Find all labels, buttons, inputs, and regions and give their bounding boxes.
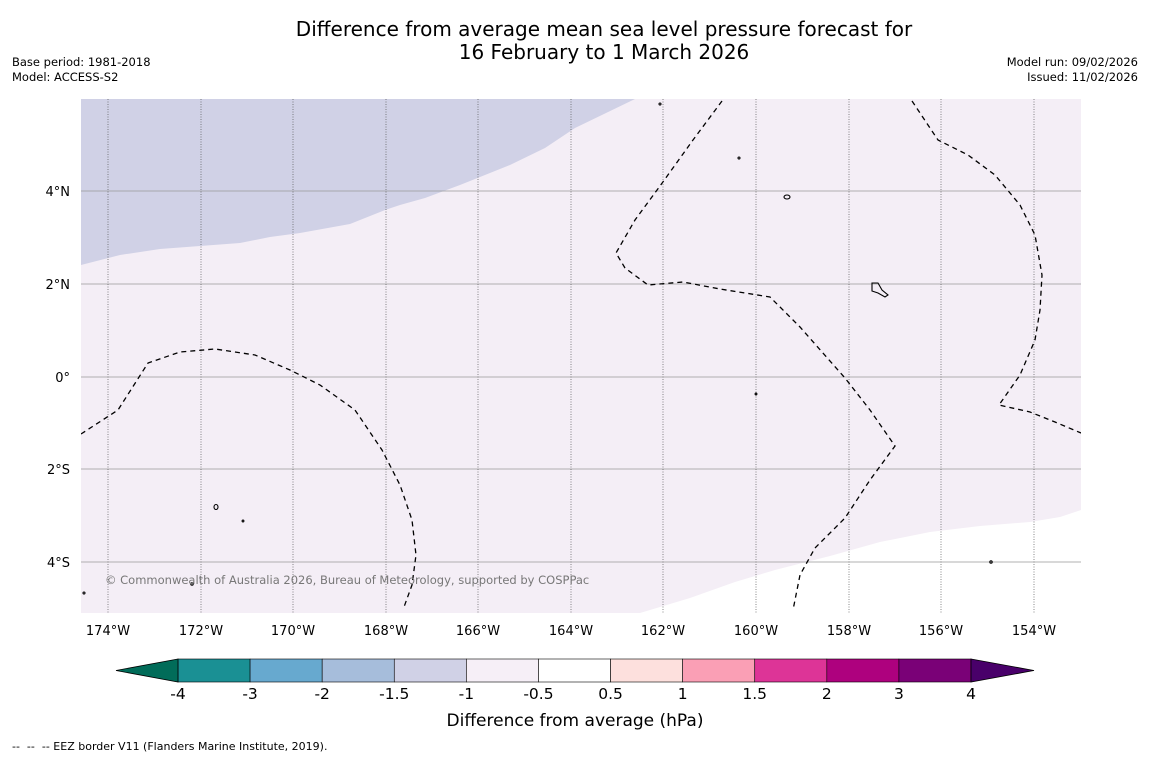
colorbar-box — [610, 658, 683, 683]
chart-title-line1: Difference from average mean sea level p… — [295, 17, 913, 41]
lon-label-170w: 170°W — [271, 624, 315, 639]
islands — [82, 102, 993, 595]
colorbar-label: -3 — [242, 685, 257, 703]
lat-label-4n: 4°N — [46, 185, 71, 200]
island-3 — [213, 503, 219, 511]
eez-border-east — [911, 100, 1081, 434]
lon-label-156w: 156°W — [919, 624, 963, 639]
colorbar-box — [177, 658, 251, 683]
latitude-gridlines — [81, 190, 1081, 563]
lon-label-154w: 154°W — [1012, 624, 1056, 639]
colorbar-boxes — [177, 658, 972, 683]
lat-label-2n: 2°N — [46, 278, 71, 293]
model-name: Model: ACCESS-S2 — [12, 70, 119, 84]
colorbar-label: -2 — [314, 685, 329, 703]
colorbar-title: Difference from average (hPa) — [447, 711, 704, 731]
colorbar-label: -1 — [459, 685, 474, 703]
copyright-note: © Commonwealth of Australia 2026, Bureau… — [105, 573, 589, 587]
eez-border-central — [615, 100, 896, 611]
lon-label-166w: 166°W — [456, 624, 500, 639]
longitude-gridlines — [107, 99, 1035, 613]
meta-right: Model run: 09/02/2026 Issued: 11/02/2026 — [1007, 55, 1138, 85]
base-period: Base period: 1981-2018 — [12, 55, 151, 69]
colorbar-label: -4 — [170, 685, 185, 703]
lon-label-162w: 162°W — [641, 624, 685, 639]
lat-label-2s: 2°S — [47, 463, 70, 478]
model-run: Model run: 09/02/2026 — [1006, 55, 1138, 69]
colorbar-box — [682, 658, 756, 683]
island-8 — [190, 582, 194, 586]
colorbar-box — [466, 658, 539, 683]
colorbar: -4 -3 -2 -1.5 -1 -0.5 0.5 1 1.5 2 3 4 Difference fr… — [115, 658, 1035, 731]
island-6 — [241, 519, 245, 523]
map-figure: © Commonwealth of Australia 2026, Bureau… — [46, 99, 1081, 731]
lon-label-168w: 168°W — [364, 624, 408, 639]
eez-borders — [81, 100, 1081, 611]
lon-label-158w: 158°W — [827, 624, 871, 639]
longitude-labels: 174°W 172°W 170°W 168°W 166°W 164°W 162°… — [86, 624, 1056, 639]
colorbar-label: -1.5 — [379, 685, 409, 703]
region-neutral — [640, 510, 1081, 613]
lat-label-0: 0° — [55, 371, 70, 386]
colorbar-label: 2 — [822, 685, 832, 703]
eez-legend-note: -- -- -- EEZ border V11 (Flanders Marine… — [12, 740, 328, 753]
chart-title-line2: 16 February to 1 March 2026 — [458, 40, 750, 64]
eez-border-west — [81, 348, 417, 608]
latitude-labels: 4°N 2°N 0° 2°S 4°S — [46, 185, 71, 571]
lon-label-174w: 174°W — [86, 624, 130, 639]
colorbar-box — [538, 658, 611, 683]
lon-label-172w: 172°W — [179, 624, 223, 639]
island-9 — [989, 560, 993, 564]
colorbar-labels: -4 -3 -2 -1.5 -1 -0.5 0.5 1 1.5 2 3 4 — [170, 685, 976, 703]
region-lavender — [81, 99, 635, 265]
colorbar-label: 0.5 — [598, 685, 623, 703]
lon-label-164w: 164°W — [549, 624, 593, 639]
island-10 — [82, 591, 86, 595]
colorbar-under-arrow — [115, 658, 179, 683]
colorbar-box — [898, 658, 972, 683]
colorbar-box — [754, 658, 828, 683]
map-plot-area: © Commonwealth of Australia 2026, Bureau… — [81, 99, 1081, 613]
colorbar-box — [249, 658, 323, 683]
colorbar-label: -0.5 — [523, 685, 553, 703]
colorbar-label: 3 — [894, 685, 904, 703]
island-7 — [754, 392, 758, 396]
meta-left: Base period: 1981-2018 Model: ACCESS-S2 — [12, 55, 151, 85]
issued-date: Issued: 11/02/2026 — [1027, 70, 1138, 84]
colorbar-label: 4 — [966, 685, 976, 703]
lat-label-4s: 4°S — [47, 556, 70, 571]
island-2 — [871, 282, 889, 298]
colorbar-box — [826, 658, 900, 683]
island-1 — [783, 194, 791, 200]
island-4 — [737, 156, 741, 160]
colorbar-box — [393, 658, 467, 683]
colorbar-label: 1.5 — [742, 685, 767, 703]
lon-label-160w: 160°W — [734, 624, 778, 639]
colorbar-label: 1 — [678, 685, 688, 703]
colorbar-box — [321, 658, 395, 683]
island-5 — [658, 102, 662, 106]
colorbar-over-arrow — [970, 658, 1035, 683]
